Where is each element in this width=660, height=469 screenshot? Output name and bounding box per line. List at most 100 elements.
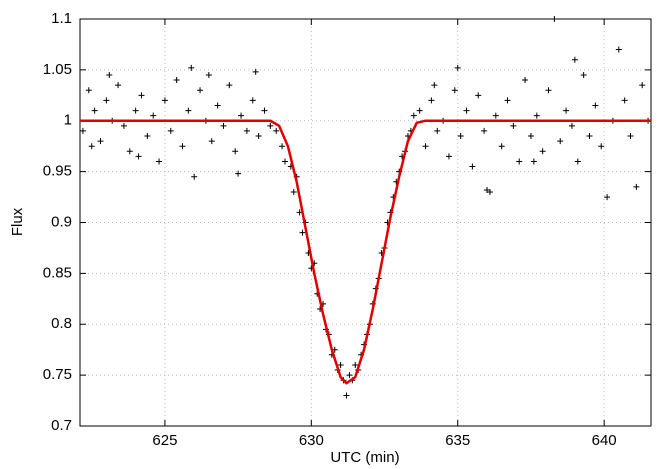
point [205,71,212,78]
x-tick-label: 625 [152,432,177,449]
point [454,64,461,71]
point [103,97,110,104]
y-tick-label: 0.95 [43,163,72,180]
point [545,87,552,94]
point [571,56,578,63]
point [504,97,511,104]
point [615,46,622,53]
point [492,112,499,119]
point [451,87,458,94]
x-tick-label: 630 [299,432,324,449]
x-tick-label: 635 [445,432,470,449]
point [343,392,350,399]
point [586,133,593,140]
point [428,97,435,104]
point [431,82,438,89]
point [261,107,268,114]
point [97,138,104,145]
point [279,143,286,150]
point [220,122,227,129]
point [416,107,423,114]
point [167,127,174,134]
point [639,82,646,89]
point [522,77,529,84]
point [530,158,537,165]
point [592,102,599,109]
point [463,107,470,114]
point [132,107,139,114]
point [150,112,157,119]
plot-frame [79,18,652,427]
point [475,92,482,99]
y-tick-label: 0.75 [43,366,72,383]
point [539,148,546,155]
point [191,173,198,180]
point [138,92,145,99]
point [633,183,640,190]
point [498,143,505,150]
point [106,71,113,78]
point [156,158,163,165]
point [527,133,534,140]
point [604,194,611,201]
y-tick-label: 0.9 [51,213,72,230]
point [208,138,215,145]
point [235,170,242,177]
point [533,112,540,119]
point [481,127,488,134]
point [598,143,605,150]
y-tick-label: 0.8 [51,315,72,332]
point [232,148,239,155]
y-tick-label: 1.1 [51,10,72,27]
point [281,158,288,165]
y-tick-label: 0.85 [43,264,72,281]
point [469,163,476,170]
point [352,361,359,368]
x-tick-label: 640 [592,432,617,449]
point [161,97,168,104]
point [568,122,575,129]
point [510,122,517,129]
y-axis-label: Flux [9,207,26,236]
point [273,127,280,134]
point [238,112,245,119]
point [185,107,192,114]
point [226,82,233,89]
point [197,87,204,94]
point [621,97,628,104]
point [457,133,464,140]
point [255,133,262,140]
point [135,153,142,160]
point [484,186,491,193]
y-tick-label: 1.05 [43,61,72,78]
point [337,361,344,368]
point [126,148,133,155]
point [557,138,564,145]
point [79,127,86,134]
point [410,112,417,119]
point [290,188,297,195]
point [551,16,558,22]
x-axis-label: UTC (min) [330,449,399,466]
point [434,127,441,134]
point [299,229,306,236]
point [179,143,186,150]
point [574,158,581,165]
point [516,158,523,165]
point [91,107,98,114]
point [563,107,570,114]
point [422,143,429,150]
point [252,68,259,75]
point [85,87,92,94]
point [580,71,587,78]
point [88,143,95,150]
point [445,153,452,160]
point [249,97,256,104]
y-tick-label: 0.7 [51,417,72,434]
y-tick-label: 1 [64,112,72,129]
point [627,133,634,140]
point [173,77,180,84]
point [346,372,353,379]
point [188,64,195,71]
